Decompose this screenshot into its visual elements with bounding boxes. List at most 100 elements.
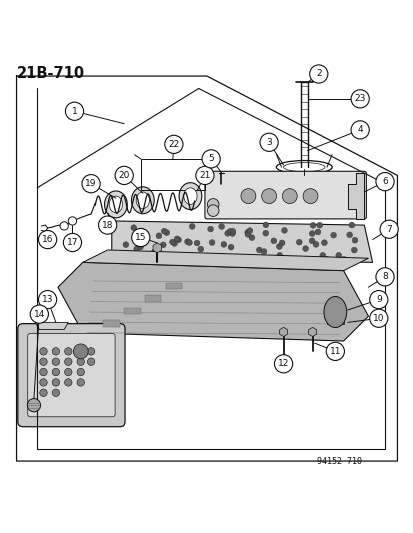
FancyBboxPatch shape bbox=[28, 334, 115, 417]
Ellipse shape bbox=[207, 199, 218, 210]
Circle shape bbox=[351, 237, 357, 243]
Circle shape bbox=[302, 246, 308, 252]
Circle shape bbox=[302, 189, 317, 204]
Circle shape bbox=[73, 344, 88, 359]
Circle shape bbox=[296, 239, 301, 245]
Circle shape bbox=[247, 228, 252, 233]
Ellipse shape bbox=[131, 187, 154, 214]
Text: 5: 5 bbox=[208, 155, 214, 163]
Circle shape bbox=[38, 290, 57, 309]
FancyBboxPatch shape bbox=[204, 171, 366, 219]
Circle shape bbox=[218, 224, 224, 229]
Text: 14: 14 bbox=[33, 310, 45, 319]
Text: 7: 7 bbox=[385, 225, 391, 234]
Text: 18: 18 bbox=[102, 221, 113, 230]
Circle shape bbox=[309, 222, 315, 228]
Bar bbox=[165, 283, 182, 289]
Circle shape bbox=[209, 240, 214, 245]
Text: 4: 4 bbox=[356, 125, 362, 134]
FancyBboxPatch shape bbox=[18, 324, 125, 427]
Circle shape bbox=[195, 166, 214, 184]
Circle shape bbox=[133, 246, 139, 252]
Circle shape bbox=[319, 253, 325, 259]
Text: 6: 6 bbox=[381, 177, 387, 186]
Circle shape bbox=[226, 229, 232, 235]
Circle shape bbox=[30, 305, 48, 323]
Circle shape bbox=[65, 102, 83, 120]
Circle shape bbox=[60, 222, 68, 230]
Text: 12: 12 bbox=[277, 359, 289, 368]
Circle shape bbox=[131, 229, 150, 247]
Text: 19: 19 bbox=[85, 179, 97, 188]
Polygon shape bbox=[83, 250, 368, 271]
Bar bbox=[103, 320, 120, 327]
Circle shape bbox=[40, 368, 47, 376]
Circle shape bbox=[244, 231, 250, 237]
Ellipse shape bbox=[136, 192, 149, 208]
Circle shape bbox=[375, 173, 393, 191]
Circle shape bbox=[194, 240, 199, 246]
Circle shape bbox=[156, 233, 161, 239]
Circle shape bbox=[256, 247, 261, 253]
Circle shape bbox=[68, 217, 76, 225]
Circle shape bbox=[330, 232, 336, 238]
Circle shape bbox=[137, 244, 143, 250]
Circle shape bbox=[27, 399, 40, 412]
Circle shape bbox=[335, 253, 341, 258]
Ellipse shape bbox=[178, 183, 202, 209]
Circle shape bbox=[309, 231, 314, 237]
Circle shape bbox=[261, 189, 276, 204]
Circle shape bbox=[171, 240, 177, 246]
Circle shape bbox=[211, 255, 216, 261]
Circle shape bbox=[229, 231, 235, 237]
Text: 17: 17 bbox=[66, 238, 78, 247]
Circle shape bbox=[40, 348, 47, 355]
Text: 11: 11 bbox=[329, 347, 340, 356]
Circle shape bbox=[184, 239, 190, 245]
Circle shape bbox=[40, 378, 47, 386]
Circle shape bbox=[312, 241, 318, 247]
Circle shape bbox=[309, 65, 327, 83]
Circle shape bbox=[169, 239, 175, 245]
Text: 8: 8 bbox=[381, 272, 387, 281]
Circle shape bbox=[309, 238, 314, 244]
Circle shape bbox=[123, 242, 128, 247]
Circle shape bbox=[325, 342, 344, 360]
Circle shape bbox=[64, 378, 72, 386]
Circle shape bbox=[64, 358, 72, 366]
Text: 16: 16 bbox=[42, 235, 53, 244]
Circle shape bbox=[348, 222, 354, 228]
Bar bbox=[124, 308, 140, 314]
Circle shape bbox=[323, 256, 328, 262]
Text: 10: 10 bbox=[372, 314, 384, 323]
Circle shape bbox=[379, 220, 397, 238]
Circle shape bbox=[228, 244, 233, 250]
Circle shape bbox=[351, 247, 356, 253]
Circle shape bbox=[276, 253, 282, 259]
Polygon shape bbox=[58, 262, 368, 341]
Polygon shape bbox=[112, 221, 372, 262]
Ellipse shape bbox=[323, 296, 346, 328]
Text: 9: 9 bbox=[375, 295, 381, 304]
Circle shape bbox=[321, 240, 327, 246]
Circle shape bbox=[38, 230, 57, 249]
Circle shape bbox=[207, 226, 213, 232]
Circle shape bbox=[189, 223, 195, 229]
Circle shape bbox=[153, 245, 159, 251]
Circle shape bbox=[282, 189, 297, 204]
Circle shape bbox=[262, 230, 268, 236]
Text: 23: 23 bbox=[354, 94, 365, 103]
Circle shape bbox=[151, 249, 157, 255]
Text: 20: 20 bbox=[118, 171, 130, 180]
Circle shape bbox=[174, 236, 180, 242]
Circle shape bbox=[52, 358, 59, 366]
Circle shape bbox=[52, 348, 59, 355]
Circle shape bbox=[240, 189, 255, 204]
Circle shape bbox=[350, 121, 368, 139]
Circle shape bbox=[221, 241, 226, 247]
Ellipse shape bbox=[183, 188, 197, 204]
Circle shape bbox=[244, 229, 250, 235]
Circle shape bbox=[40, 358, 47, 366]
Circle shape bbox=[52, 389, 59, 397]
Circle shape bbox=[64, 348, 72, 355]
